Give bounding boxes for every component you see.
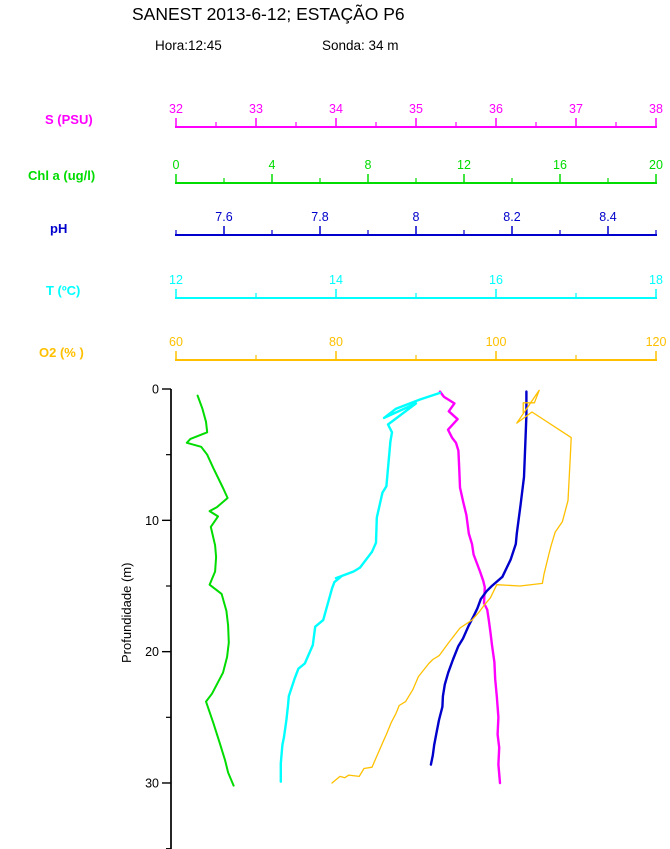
curve-Chl: [185, 394, 235, 787]
tick-label-S: 36: [489, 102, 503, 116]
axis-S: 32 33 34 35 36 37 38: [169, 102, 663, 128]
curve-O2: [331, 389, 572, 784]
tick-label-pH: 8.2: [503, 210, 520, 224]
depth-tick-label: 0: [152, 383, 159, 397]
tick-label-T: 14: [329, 273, 343, 287]
tick-label-Chl: 0: [173, 158, 180, 172]
curve-S: [438, 390, 502, 785]
depth-tick-label: 30: [145, 776, 159, 790]
tick-label-Chl: 8: [365, 158, 372, 172]
tick-label-pH: 7.8: [311, 210, 328, 224]
tick-label-T: 18: [649, 273, 663, 287]
axis-label-chlorophyll: Chl a (ug/l): [28, 168, 96, 183]
tick-label-Chl: 4: [269, 158, 276, 172]
tick-label-Chl: 20: [649, 158, 663, 172]
axis-label-temperature: T (ºC): [46, 283, 81, 298]
axis-pH: 7.6 7.8 8 8.2 8.4: [175, 210, 657, 236]
axis-Chl: 0 4 8 12 16 20: [173, 158, 663, 184]
tick-label-S: 33: [249, 102, 263, 116]
axis-label-oxygen: O2 (% ): [39, 345, 84, 360]
tick-label-S: 37: [569, 102, 583, 116]
tick-label-O2: 100: [486, 335, 507, 349]
tick-label-S: 32: [169, 102, 183, 116]
tick-label-pH: 8.4: [599, 210, 616, 224]
tick-label-T: 16: [489, 273, 503, 287]
tick-label-Chl: 16: [553, 158, 567, 172]
axis-T: 12 14 16 18: [169, 273, 663, 299]
tick-label-S: 38: [649, 102, 663, 116]
tick-label-Chl: 12: [457, 158, 471, 172]
curve-pH: [429, 390, 528, 766]
tick-label-O2: 60: [169, 335, 183, 349]
depth-tick-label: 10: [145, 514, 159, 528]
time-label: Hora:12:45: [155, 38, 222, 53]
axis-O2: 60 80 100 120: [169, 335, 667, 361]
depth-axis: 0 10 20 30: [145, 383, 172, 849]
tick-label-S: 35: [409, 102, 423, 116]
axis-label-salinity: S (PSU): [45, 112, 93, 127]
tick-label-O2: 120: [646, 335, 667, 349]
page-title: SANEST 2013-6-12; ESTAÇÃO P6: [132, 4, 405, 24]
tick-label-pH: 7.6: [215, 210, 232, 224]
sounding-depth-label: Sonda: 34 m: [322, 38, 399, 53]
axis-label-ph: pH: [50, 221, 68, 236]
tick-label-O2: 80: [329, 335, 343, 349]
tick-label-S: 34: [329, 102, 343, 116]
curve-T: [279, 391, 442, 783]
tick-label-pH: 8: [413, 210, 420, 224]
depth-tick-label: 20: [145, 645, 159, 659]
tick-label-T: 12: [169, 273, 183, 287]
